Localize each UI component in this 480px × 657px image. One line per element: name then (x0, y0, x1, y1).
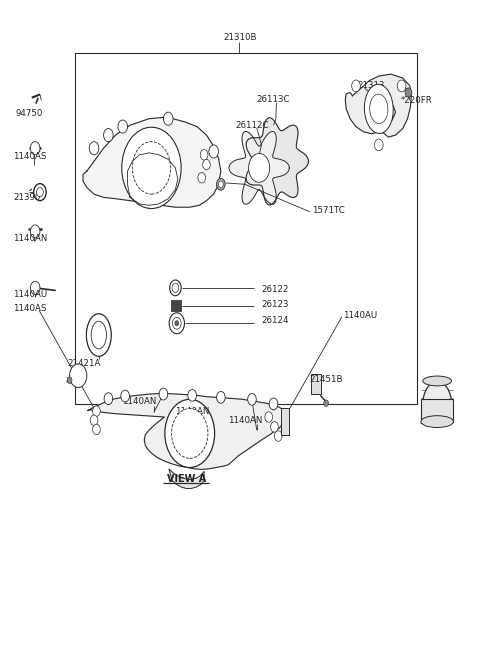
Polygon shape (229, 131, 289, 204)
Circle shape (118, 120, 128, 133)
Text: 26113C: 26113C (257, 95, 290, 104)
Circle shape (198, 173, 205, 183)
Circle shape (104, 393, 113, 405)
Circle shape (216, 178, 225, 190)
Text: 26124: 26124 (262, 316, 289, 325)
Ellipse shape (370, 94, 388, 124)
Text: A: A (76, 371, 81, 380)
Circle shape (36, 187, 43, 196)
Ellipse shape (364, 84, 393, 133)
Polygon shape (345, 74, 411, 137)
Bar (421, 399, 454, 422)
Text: 1140AN: 1140AN (175, 407, 209, 417)
Circle shape (163, 112, 173, 125)
Text: 26122: 26122 (262, 284, 289, 294)
Circle shape (275, 431, 282, 442)
Bar (311, 374, 322, 394)
Circle shape (70, 364, 87, 388)
Circle shape (30, 281, 40, 294)
Circle shape (30, 142, 40, 155)
Ellipse shape (423, 376, 452, 386)
Circle shape (249, 154, 270, 182)
Circle shape (165, 399, 215, 468)
Circle shape (200, 150, 208, 160)
Circle shape (122, 127, 181, 208)
Polygon shape (246, 118, 309, 205)
Circle shape (203, 160, 210, 170)
Circle shape (172, 317, 181, 329)
Circle shape (169, 313, 184, 334)
Text: 21313: 21313 (357, 81, 385, 91)
Circle shape (104, 129, 113, 142)
Text: 1140AN: 1140AN (13, 233, 48, 242)
Bar (281, 409, 289, 435)
Text: 1140AS: 1140AS (13, 152, 47, 161)
Circle shape (374, 139, 383, 151)
Text: *220FR: *220FR (400, 96, 432, 105)
Circle shape (265, 412, 273, 422)
Circle shape (218, 181, 223, 187)
Bar (170, 300, 181, 311)
Text: 1140AS: 1140AS (13, 304, 47, 313)
Circle shape (324, 400, 328, 407)
Circle shape (93, 406, 100, 417)
Circle shape (90, 415, 98, 426)
Circle shape (67, 377, 72, 384)
Circle shape (30, 225, 40, 238)
Text: 21421A: 21421A (68, 359, 101, 368)
Text: 26123: 26123 (262, 300, 289, 309)
Circle shape (352, 80, 360, 92)
Circle shape (216, 392, 225, 403)
Circle shape (159, 388, 168, 400)
Text: 21390: 21390 (13, 193, 40, 202)
Circle shape (89, 142, 99, 155)
Ellipse shape (91, 321, 107, 349)
Polygon shape (83, 118, 221, 207)
Ellipse shape (423, 382, 452, 426)
Circle shape (405, 88, 412, 97)
Circle shape (93, 424, 100, 435)
Ellipse shape (421, 416, 454, 428)
Text: 1140AN: 1140AN (228, 416, 262, 425)
Circle shape (175, 321, 179, 326)
Text: 21310B: 21310B (223, 33, 257, 42)
Circle shape (169, 280, 181, 296)
Ellipse shape (86, 314, 111, 356)
Circle shape (172, 283, 179, 292)
Circle shape (188, 390, 196, 401)
Circle shape (132, 142, 170, 194)
Text: 26112C: 26112C (235, 121, 269, 130)
Circle shape (248, 394, 256, 405)
Circle shape (121, 390, 130, 402)
Circle shape (397, 80, 406, 92)
Circle shape (34, 183, 46, 200)
Text: 21451B: 21451B (310, 375, 343, 384)
Circle shape (209, 145, 218, 158)
Polygon shape (88, 394, 286, 470)
Bar (75, 53, 417, 404)
Text: 26300: 26300 (420, 417, 447, 426)
Text: 94750: 94750 (15, 109, 42, 118)
Text: 1140AN: 1140AN (122, 397, 156, 407)
Circle shape (171, 409, 208, 459)
Circle shape (269, 398, 278, 410)
Text: 1140AU: 1140AU (13, 290, 48, 299)
Text: 1140AU: 1140AU (343, 311, 377, 320)
Text: VIEW A: VIEW A (167, 474, 206, 484)
Text: 1571TC: 1571TC (312, 206, 345, 215)
Polygon shape (169, 470, 204, 488)
Circle shape (271, 422, 278, 432)
